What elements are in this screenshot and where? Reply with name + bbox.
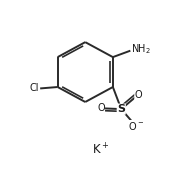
Text: O$^-$: O$^-$ [128, 120, 144, 132]
Text: K$^+$: K$^+$ [92, 143, 109, 158]
Text: S: S [117, 104, 125, 114]
Text: Cl: Cl [30, 83, 39, 93]
Text: NH$_2$: NH$_2$ [131, 42, 151, 56]
Text: O: O [97, 103, 105, 113]
Text: O: O [134, 90, 142, 100]
